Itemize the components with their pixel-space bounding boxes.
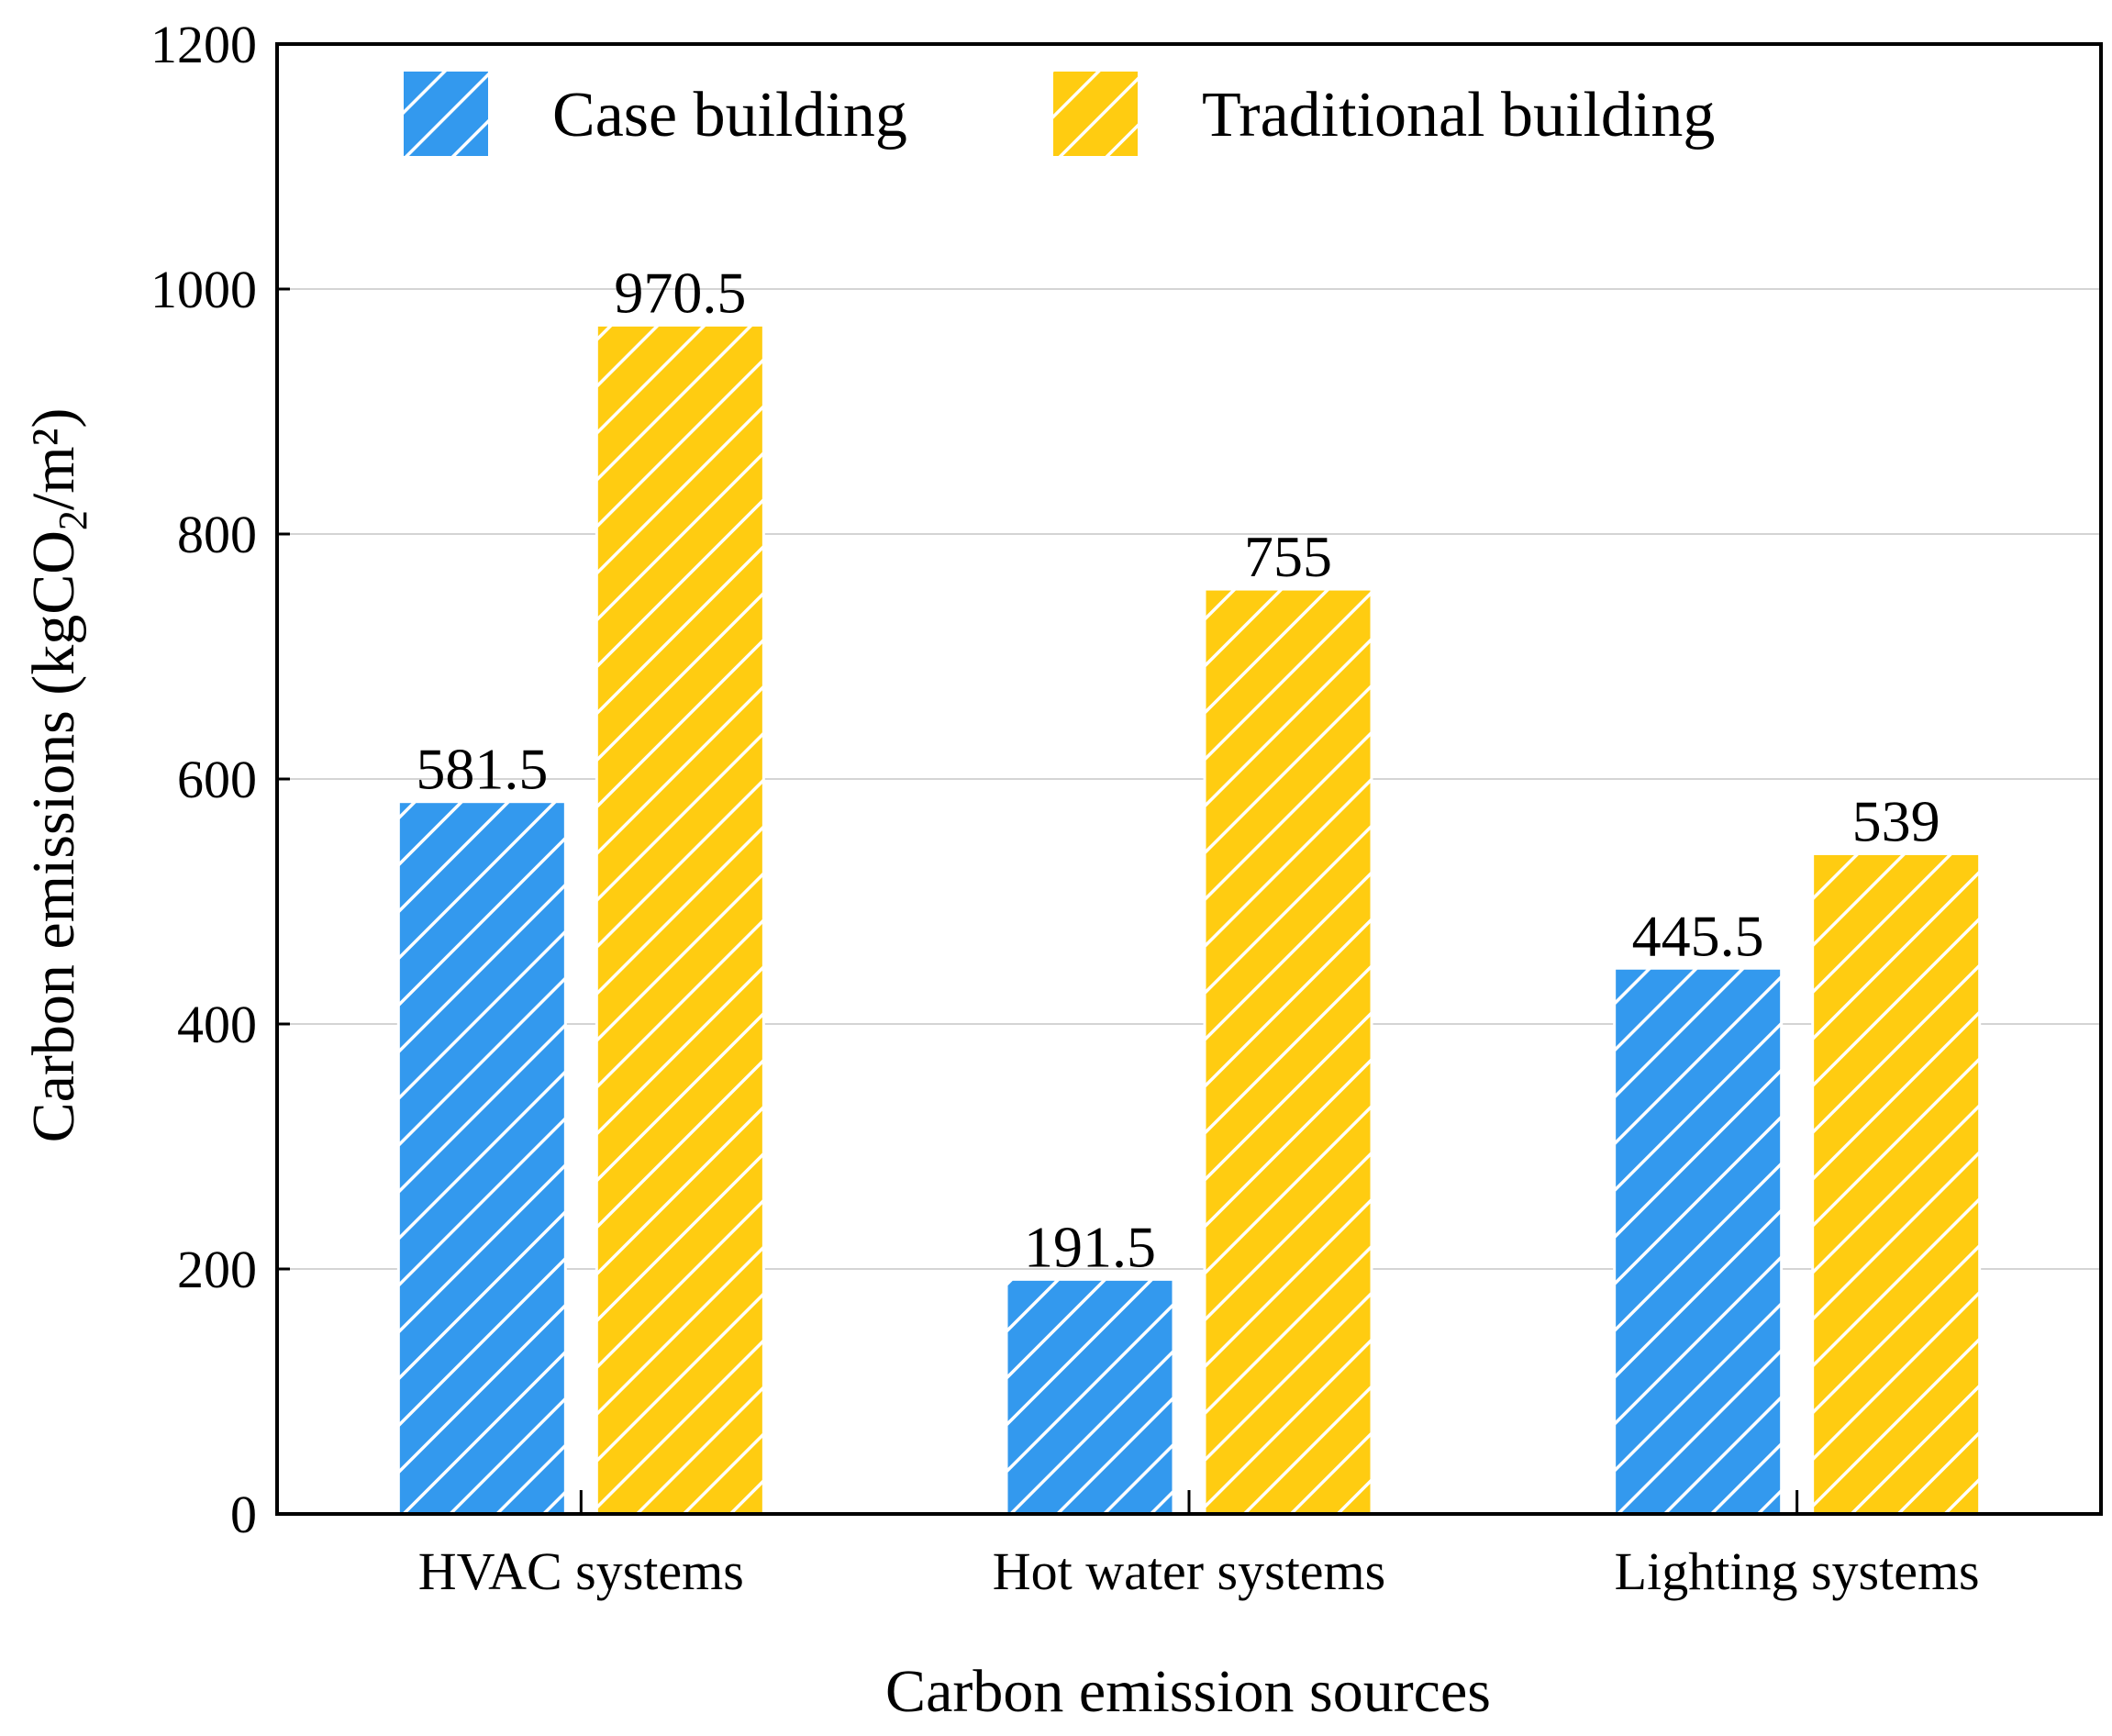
legend-label-1: Traditional building — [1202, 80, 1715, 150]
y-axis-title: Carbon emissions (kgCO2/m²) — [20, 408, 95, 1143]
legend-swatch-1 — [1053, 72, 1138, 156]
data-label-0-0: 581.5 — [416, 737, 548, 802]
legend-label-0: Case building — [552, 80, 907, 150]
y-tick-label-400: 400 — [177, 995, 257, 1054]
y-tick-label-200: 200 — [177, 1240, 257, 1299]
plot-frame — [275, 42, 2103, 1516]
gridlines — [277, 288, 2101, 1270]
y-tick-label-1200: 1200 — [150, 15, 257, 74]
data-label-1-1: 755 — [1244, 524, 1332, 589]
bar-0-2 — [1613, 966, 1784, 1516]
x-tick-label-0: HVAC systems — [418, 1541, 744, 1601]
bars — [396, 323, 1982, 1516]
x-tick-label-2: Lighting systems — [1615, 1541, 1980, 1601]
bar-0-0 — [396, 800, 567, 1516]
y-tick-label-800: 800 — [177, 505, 257, 564]
x-tick-label-1: Hot water systems — [993, 1541, 1386, 1601]
bar-1-0 — [595, 323, 765, 1516]
x-axis-title: Carbon emission sources — [885, 1658, 1491, 1725]
data-label-1-0: 970.5 — [614, 260, 746, 325]
legend: Case building Traditional building — [404, 72, 1715, 156]
y-tick-label-600: 600 — [177, 750, 257, 809]
y-tick-label-1000: 1000 — [150, 260, 257, 319]
data-label-0-2: 445.5 — [1632, 903, 1764, 968]
data-label-0-1: 191.5 — [1024, 1214, 1156, 1279]
axes — [275, 42, 2103, 1516]
bar-1-2 — [1811, 851, 1982, 1516]
bar-0-1 — [1005, 1277, 1175, 1516]
y-tick-label-0: 0 — [230, 1485, 257, 1544]
labels: 0 200 400 600 800 1000 1200 581.5 970.5 HVAC syst… — [150, 15, 1980, 1601]
legend-swatch-0 — [404, 72, 488, 156]
bar-1-1 — [1203, 587, 1373, 1516]
data-label-1-2: 539 — [1852, 788, 1940, 853]
